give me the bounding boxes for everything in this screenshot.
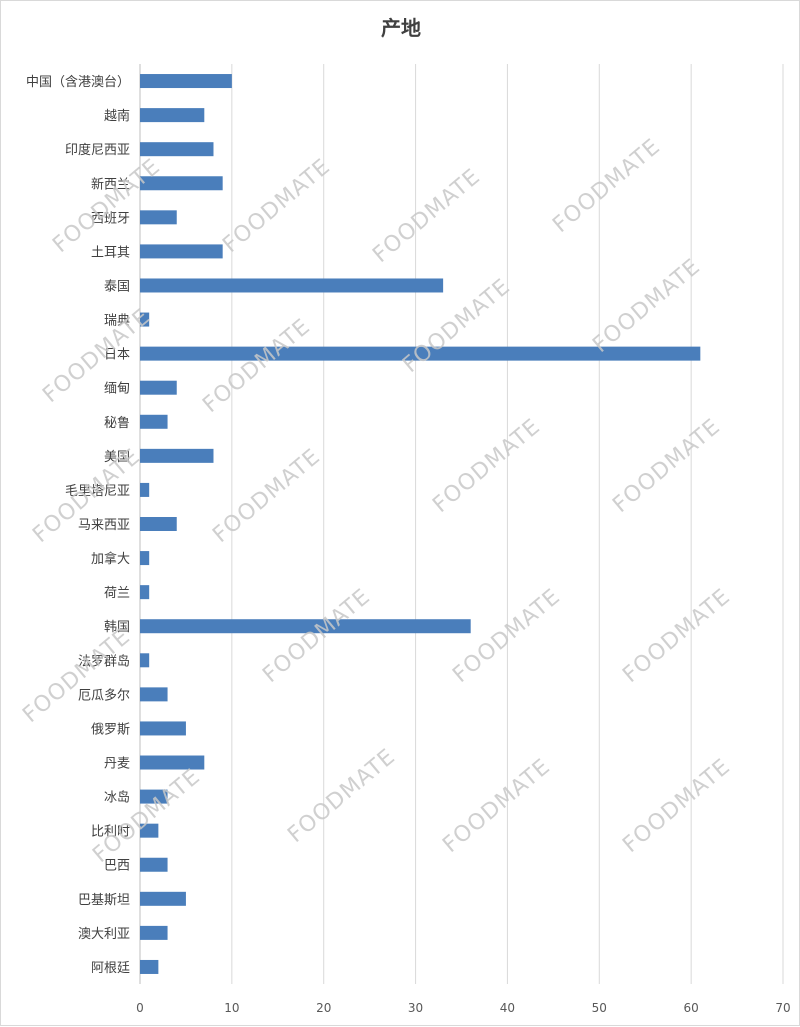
x-tick-label: 60	[684, 1001, 699, 1015]
x-tick-label: 20	[316, 1001, 331, 1015]
bar	[140, 142, 214, 157]
category-label: 韩国	[104, 620, 130, 635]
gridlines	[139, 64, 784, 984]
watermark-text: FOODMATE	[38, 304, 155, 408]
category-label: 法罗群岛	[78, 653, 130, 669]
category-label: 越南	[104, 108, 130, 124]
watermark-text: FOODMATE	[588, 254, 705, 358]
bar	[140, 687, 168, 702]
bar	[140, 789, 168, 804]
x-tick-label: 50	[592, 1001, 607, 1015]
bar	[140, 380, 177, 395]
x-tick-label: 10	[224, 1001, 239, 1015]
bar	[140, 74, 232, 89]
x-tick-label: 30	[408, 1001, 423, 1015]
category-label: 美国	[104, 450, 130, 465]
watermark-text: FOODMATE	[618, 754, 735, 858]
watermark-text: FOODMATE	[218, 154, 335, 258]
bar	[140, 619, 471, 634]
category-label: 新西兰	[91, 176, 130, 192]
category-label: 俄罗斯	[91, 722, 130, 737]
watermark-text: FOODMATE	[368, 164, 485, 268]
category-label: 阿根廷	[91, 961, 130, 976]
bar	[140, 448, 214, 463]
category-label: 泰国	[104, 279, 130, 294]
watermark-text: FOODMATE	[428, 414, 545, 518]
bar	[140, 278, 444, 293]
bar	[140, 517, 177, 531]
watermark-text: FOODMATE	[618, 584, 735, 688]
category-label: 日本	[104, 348, 130, 363]
bar	[140, 346, 701, 361]
watermark-text: FOODMATE	[548, 134, 665, 238]
watermark-text: FOODMATE	[283, 744, 400, 848]
category-label: 加拿大	[91, 551, 130, 567]
bar	[140, 891, 186, 906]
category-label: 冰岛	[104, 790, 130, 806]
bars	[140, 74, 701, 974]
watermark-text: FOODMATE	[438, 754, 555, 858]
x-tick-labels: 0 10 20 30 40 50 60 70	[136, 1001, 790, 1015]
category-label: 巴基斯坦	[78, 893, 130, 908]
x-tick-label: 70	[775, 1001, 790, 1015]
category-label: 中国（含港澳台）	[26, 74, 130, 90]
bar	[140, 721, 186, 736]
watermark-text: FOODMATE	[448, 584, 565, 688]
category-label: 西班牙	[91, 211, 130, 226]
chart-title: 产地	[381, 16, 421, 40]
category-label: 印度尼西亚	[65, 142, 130, 158]
x-tick-label: 0	[136, 1001, 144, 1015]
category-label: 比利时	[91, 825, 130, 840]
category-label: 土耳其	[91, 245, 130, 260]
category-label: 丹麦	[104, 757, 130, 772]
category-label: 马来西亚	[78, 518, 130, 533]
bar	[140, 312, 150, 327]
category-label: 瑞典	[104, 314, 130, 329]
bar	[140, 414, 168, 429]
category-labels: 中国（含港澳台） 越南印度尼西亚新西兰西班牙土耳其泰国瑞典日本缅甸秘鲁美国毛里塔尼…	[26, 74, 130, 976]
bar	[140, 176, 223, 191]
bar	[140, 755, 205, 770]
watermark-text: FOODMATE	[18, 624, 135, 728]
category-label: 毛里塔尼亚	[65, 484, 130, 499]
watermark-text: FOODMATE	[88, 764, 205, 868]
category-label: 秘鲁	[104, 416, 130, 431]
bar	[140, 482, 150, 497]
x-tick-label: 40	[500, 1001, 515, 1015]
bar	[140, 857, 168, 872]
category-label: 澳大利亚	[78, 926, 130, 942]
category-label: 荷兰	[104, 586, 130, 601]
bar	[140, 551, 150, 566]
bar	[140, 585, 150, 600]
bar	[140, 959, 159, 974]
watermark-text: FOODMATE	[208, 444, 325, 548]
bar	[140, 108, 205, 123]
watermark-text: FOODMATE	[258, 584, 375, 688]
watermark-text: FOODMATE	[608, 414, 725, 518]
category-label: 巴西	[104, 859, 130, 874]
bar	[140, 925, 168, 940]
bar	[140, 210, 177, 225]
category-label: 缅甸	[104, 382, 130, 397]
watermark-text: FOODMATE	[198, 314, 315, 418]
category-label: 厄瓜多尔	[78, 687, 130, 703]
bar	[140, 653, 150, 668]
watermark-text: FOODMATE	[48, 154, 165, 258]
bar	[140, 244, 223, 259]
bar	[140, 823, 159, 838]
